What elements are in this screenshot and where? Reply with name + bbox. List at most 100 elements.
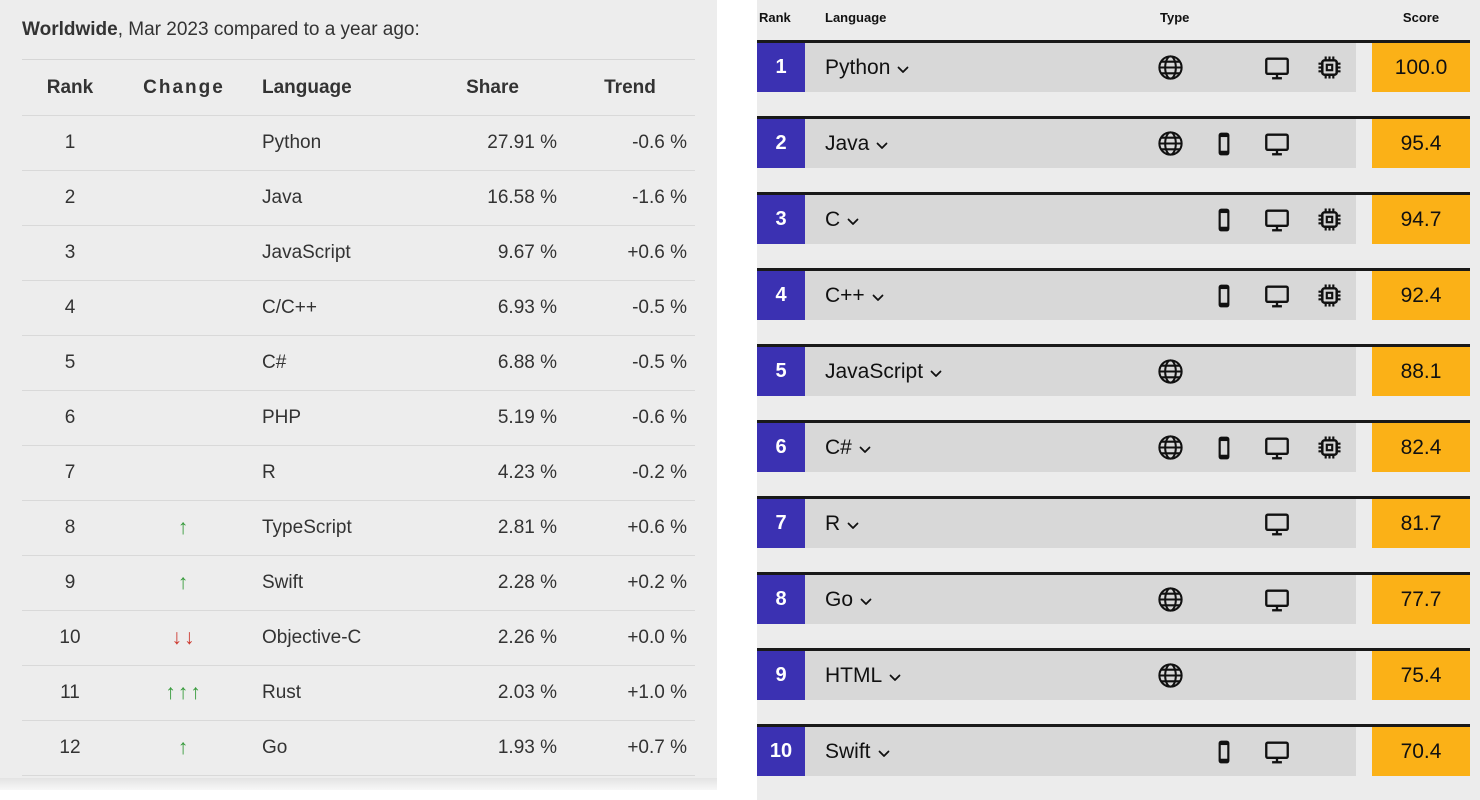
pypl-rank: 4 [64,297,76,318]
monitor-icon [1264,741,1289,763]
table-row: 10 Swift [757,724,1470,776]
score-cell: 70.4 [1372,727,1470,776]
score-cell: 94.7 [1372,195,1470,244]
language-expand-toggle[interactable]: C++ [825,284,884,308]
smartphone-icon [1218,436,1229,459]
pypl-trend: -0.6 % [632,132,687,153]
table-row: 3 C [757,192,1470,244]
smartphone-icon [1218,208,1229,231]
score-cell: 75.4 [1372,651,1470,700]
ieee-header-language: Language [825,10,887,25]
pypl-language: Java [262,187,303,208]
table-row: 7 R [757,496,1470,548]
pypl-rank: 7 [64,462,76,483]
pypl-rank: 2 [64,187,76,208]
type-cell [1144,43,1356,92]
change-arrows-icon: ↑ [177,516,191,539]
score-cell: 100.0 [1372,43,1470,92]
language-expand-toggle[interactable]: Swift [825,740,890,764]
pypl-rank: 10 [59,627,81,648]
chevron-down-icon[interactable] [859,446,871,454]
chevron-down-icon[interactable] [847,218,859,226]
pypl-trend: +0.6 % [627,517,687,538]
pypl-share: 2.26 % [497,627,557,648]
pypl-share: 9.67 % [497,242,557,263]
table-row: 2 Java 16.58 % -1.6 % [22,171,695,226]
rank-badge: 8 [757,575,805,624]
pypl-language: JavaScript [262,242,351,263]
chip-icon [1318,208,1341,231]
pypl-rows: 1 Python 27.91 % -0.6 % 2 Java 16.58 % -… [22,116,695,776]
language-expand-toggle[interactable]: C [825,208,859,232]
table-row: 11 ↑↑↑ Rust 2.03 % +1.0 % [22,666,695,721]
change-arrows-icon: ↑ [177,571,191,594]
chevron-down-icon[interactable] [897,66,909,74]
globe-icon [1158,587,1183,612]
chevron-down-icon[interactable] [930,370,942,378]
pypl-trend: +0.0 % [627,627,687,648]
language-label: HTML [825,663,883,687]
language-expand-toggle[interactable]: HTML [825,664,901,688]
globe-icon [1158,359,1183,384]
type-cell [1144,727,1356,776]
rank-badge: 7 [757,499,805,548]
pypl-share: 2.03 % [497,682,557,703]
pypl-header-rank: Rank [46,76,94,98]
pypl-rank: 6 [64,407,76,428]
rank-badge: 6 [757,423,805,472]
pypl-rank: 5 [64,352,76,373]
pypl-share: 27.91 % [487,132,557,153]
pypl-language: Swift [262,572,304,593]
rank-badge: 10 [757,727,805,776]
pypl-header-row: Rank Change Language Share Trend [22,60,695,116]
pypl-trend: +0.7 % [627,737,687,758]
table-row: 5 C# 6.88 % -0.5 % [22,336,695,391]
rank-badge: 1 [757,43,805,92]
language-expand-toggle[interactable]: Java [825,132,888,156]
chevron-down-icon[interactable] [889,674,901,682]
pypl-trend: +0.6 % [627,242,687,263]
chevron-down-icon[interactable] [878,750,890,758]
pypl-title-rest: , Mar 2023 compared to a year ago: [117,18,420,40]
table-row: 1 Python [757,40,1470,92]
type-cell [1144,499,1356,548]
language-expand-toggle[interactable]: Python [825,56,909,80]
chevron-down-icon[interactable] [876,142,888,150]
table-row: 6 PHP 5.19 % -0.6 % [22,391,695,446]
language-expand-toggle[interactable]: R [825,512,859,536]
chevron-down-icon[interactable] [860,598,872,606]
pypl-trend: -0.2 % [632,462,687,483]
monitor-icon [1264,513,1289,535]
pypl-trend: -0.5 % [632,352,687,373]
type-cell [1144,195,1356,244]
language-expand-toggle[interactable]: C# [825,436,871,460]
globe-icon [1158,131,1183,156]
table-row: 3 JavaScript 9.67 % +0.6 % [22,226,695,281]
pypl-share: 4.23 % [497,462,557,483]
rank-badge: 9 [757,651,805,700]
monitor-icon [1264,589,1289,611]
pypl-header-language: Language [262,76,352,98]
monitor-icon [1264,437,1289,459]
language-expand-toggle[interactable]: Go [825,588,872,612]
score-cell: 82.4 [1372,423,1470,472]
language-label: C [825,207,841,231]
language-label: Java [825,131,870,155]
table-row: 10 ↓↓ Objective-C 2.26 % +0.0 % [22,611,695,666]
table-row: 8 Go [757,572,1470,624]
rank-badge: 3 [757,195,805,244]
chevron-down-icon[interactable] [847,522,859,530]
pypl-header-change: Change [143,76,225,98]
language-expand-toggle[interactable]: JavaScript [825,360,942,384]
chevron-down-icon[interactable] [872,294,884,302]
smartphone-icon [1218,284,1229,307]
type-cell [1144,271,1356,320]
pypl-share: 1.93 % [497,737,557,758]
change-arrows-icon: ↑↑↑ [165,681,203,704]
score-cell: 92.4 [1372,271,1470,320]
pypl-rank: 8 [64,517,76,538]
globe-icon [1158,435,1183,460]
table-row: 9 ↑ Swift 2.28 % +0.2 % [22,556,695,611]
chip-icon [1318,284,1341,307]
